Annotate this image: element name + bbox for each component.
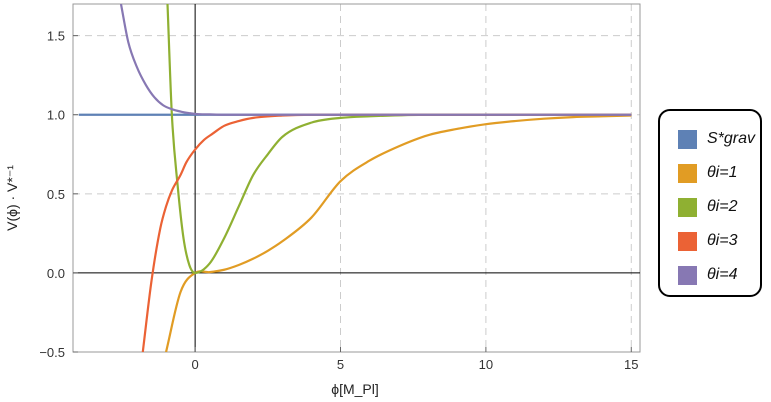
legend-swatch <box>678 129 697 149</box>
x-tick-label: 15 <box>624 357 638 372</box>
series-line-2 <box>166 4 632 275</box>
legend-label: S*grav <box>707 130 756 147</box>
legend: S*grav θi=1 θi=2 θi=3 θi=4 <box>658 109 762 297</box>
tick-labels: 0 5 10 15 −0.5 0.0 0.5 1.0 1.5 <box>39 29 638 372</box>
y-tick-label: 0.5 <box>47 187 65 202</box>
legend-label: θi=3 <box>707 232 738 249</box>
zero-axes <box>73 4 640 352</box>
legend-swatch <box>678 163 697 183</box>
series-line-4 <box>119 4 632 116</box>
x-tick-label: 0 <box>192 357 199 372</box>
y-tick-label: 1.0 <box>47 108 65 123</box>
legend-label: θi=2 <box>707 198 738 215</box>
legend-item: S*grav <box>678 127 755 151</box>
legend-swatch <box>678 197 697 217</box>
plot-border <box>72 3 641 353</box>
y-tick-label: −0.5 <box>39 345 65 360</box>
x-tick-label: 5 <box>337 357 344 372</box>
legend-swatch <box>678 231 697 251</box>
series-line-3 <box>141 113 632 352</box>
y-tick-label: 0.0 <box>47 266 65 281</box>
series-lines <box>78 4 632 352</box>
legend-item: θi=2 <box>678 195 737 219</box>
legend-item: θi=1 <box>678 161 737 185</box>
legend-swatch <box>678 265 697 285</box>
y-axis-label: V(ϕ) · V*⁻¹ <box>4 165 20 231</box>
x-axis-label: ϕ[M_Pl] <box>331 381 379 397</box>
legend-label: θi=4 <box>707 266 738 283</box>
legend-item: θi=3 <box>678 229 737 253</box>
y-tick-label: 1.5 <box>47 29 65 44</box>
legend-item: θi=4 <box>678 263 737 287</box>
legend-label: θi=1 <box>707 164 738 181</box>
x-tick-label: 10 <box>479 357 493 372</box>
plot-frame <box>72 3 641 353</box>
grid-lines <box>73 4 640 353</box>
series-line-1 <box>164 114 632 352</box>
